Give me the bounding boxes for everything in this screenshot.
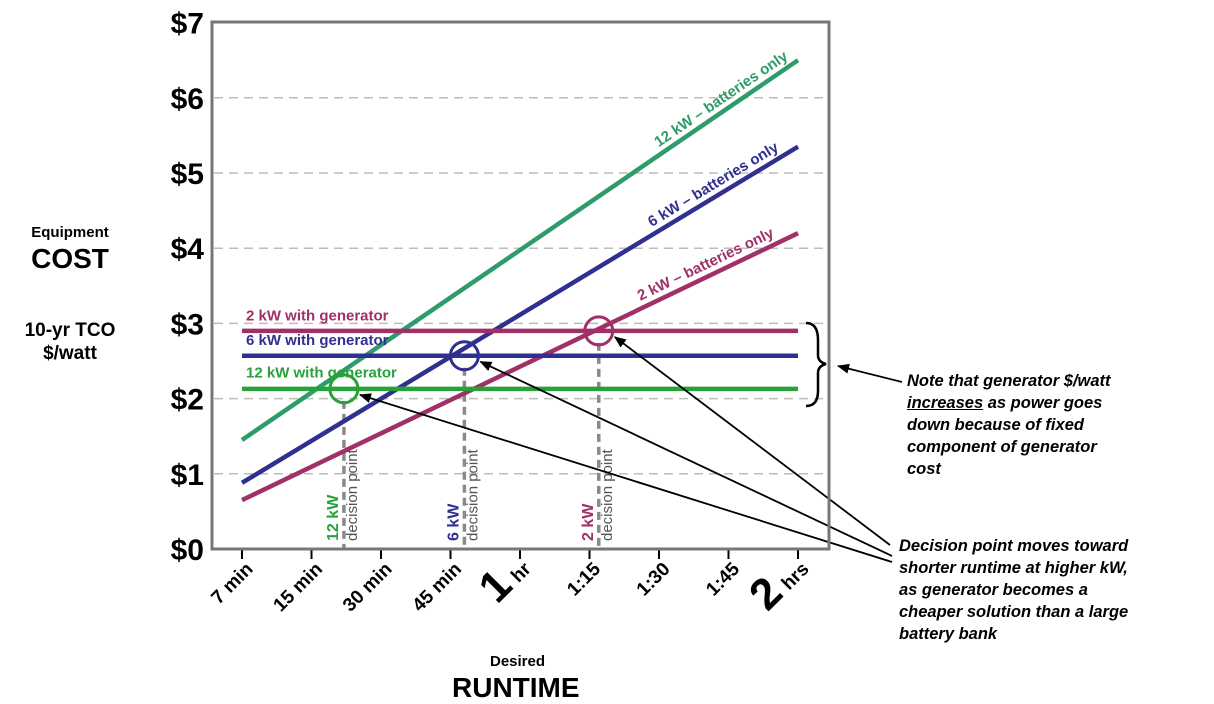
decision-line-2: shorter runtime at higher kW, — [899, 559, 1128, 577]
y-tick-label: $1 — [171, 459, 204, 492]
decision-arrow — [358, 393, 893, 563]
generator-note: Note that generator $/watt increases as … — [907, 370, 1207, 480]
y-tick-label: $2 — [171, 384, 204, 417]
x-tick-label: 1:45 — [702, 558, 744, 600]
series-label: 2 kW – batteries only — [635, 224, 777, 304]
x-tick-label: 2hrs — [740, 542, 817, 619]
x-tick-label: 1:30 — [633, 559, 675, 601]
y-tick-label: $5 — [171, 158, 204, 191]
y-tick-label: $0 — [171, 534, 204, 567]
series-label: 12 kW – batteries only — [651, 47, 791, 150]
y-tick-label: $7 — [171, 8, 204, 41]
note-line-3: down because of fixed — [907, 416, 1084, 434]
decision-point-circle — [448, 340, 480, 372]
series-label: 2 kW with generator — [246, 307, 389, 324]
x-tick-label-small: hrs — [778, 559, 814, 595]
series-line — [240, 144, 800, 485]
ylabel-big: COST — [31, 243, 109, 274]
ylabel-line2: $/watt — [43, 343, 97, 364]
x-tick-label: 1hr — [469, 542, 539, 612]
decision-point-caption: decision point — [344, 448, 361, 541]
decision-point-circle — [328, 373, 360, 405]
note-line-1: Note that generator $/watt — [907, 372, 1111, 390]
decision-arrow — [479, 360, 893, 557]
decision-point-label: 2 kW — [580, 503, 597, 541]
decision-point-kw: 12 kW — [325, 494, 342, 541]
decision-point-label: 12 kW — [325, 494, 342, 541]
y-tick-label: $3 — [171, 308, 204, 341]
decision-point-label: 6 kW — [445, 503, 462, 541]
decision-point-circle — [583, 315, 615, 347]
series-line — [241, 231, 799, 503]
decision-point-kw: 6 kW — [445, 503, 462, 541]
note-line-5: cost — [907, 460, 941, 478]
decision-line-3: as generator becomes a — [899, 581, 1088, 599]
series-label: 6 kW with generator — [246, 332, 389, 349]
x-tick-label: 30 min — [339, 559, 396, 616]
y-tick-label: $6 — [171, 83, 204, 116]
xlabel-small: Desired — [490, 653, 546, 670]
x-tick-label: 1:15 — [563, 558, 605, 600]
decision-point-caption: decision point — [599, 448, 616, 541]
plot-frame — [210, 20, 831, 551]
decision-arrow — [613, 336, 891, 546]
x-tick-label: 7 min — [208, 559, 258, 609]
note-arrow — [837, 363, 903, 383]
decision-point-kw: 2 kW — [580, 503, 597, 541]
x-tick-label: 15 min — [270, 559, 327, 616]
ylabel-small: Equipment — [31, 224, 109, 241]
series-label: 12 kW with generator — [246, 365, 397, 382]
ylabel-line1: 10-yr TCO — [24, 320, 116, 341]
x-tick-label: 45 min — [409, 559, 466, 616]
x-tick-label-small: hr — [507, 558, 536, 587]
note-line-2: increases as power goes — [907, 392, 1207, 414]
decision-line-4: cheaper solution than a large — [899, 603, 1129, 621]
note-line-4: component of generator — [907, 438, 1097, 456]
decision-line-5: battery bank — [899, 625, 998, 643]
note-line-2-rest: as power goes — [983, 394, 1103, 412]
note-emphasis: increases — [907, 394, 984, 412]
decision-line-1: Decision point moves toward — [899, 537, 1129, 555]
decision-point-caption: decision point — [464, 448, 481, 541]
y-tick-label: $4 — [171, 233, 205, 266]
decision-note: Decision point moves toward shorter runt… — [899, 535, 1209, 645]
brace — [805, 321, 827, 408]
xlabel-big: RUNTIME — [452, 672, 580, 703]
